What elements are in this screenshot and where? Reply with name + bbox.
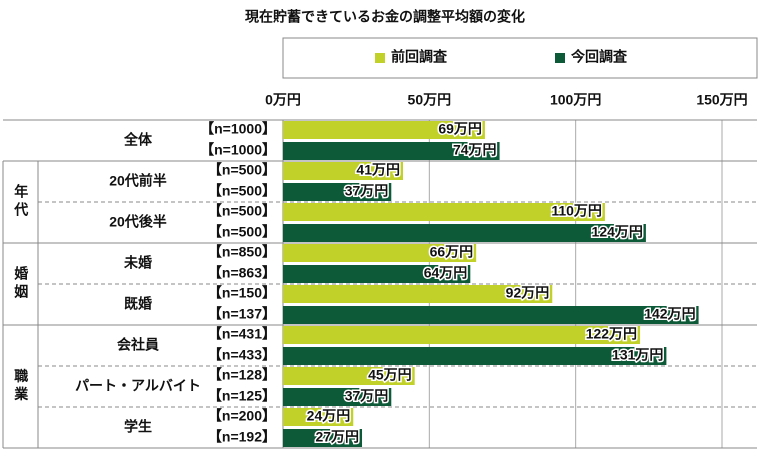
category-label: 20代後半	[109, 214, 167, 230]
sample-label: 【n=1000】	[200, 121, 276, 137]
x-tick-label: 50万円	[408, 92, 452, 108]
category-label: 会社員	[117, 337, 159, 353]
legend-label: 前回調査	[391, 49, 448, 65]
sample-label: 【n=150】	[208, 285, 276, 301]
value-label: 122万円	[586, 326, 637, 342]
legend-label: 今回調査	[570, 49, 628, 65]
bar	[283, 306, 699, 324]
bar	[283, 162, 403, 180]
bar	[283, 265, 471, 283]
bar	[283, 326, 641, 344]
sample-label: 【n=500】	[208, 183, 276, 199]
value-label: 69万円	[438, 121, 482, 137]
sample-label: 【n=500】	[208, 224, 276, 240]
category-label: 20代前半	[109, 173, 167, 189]
sample-label: 【n=433】	[208, 347, 276, 363]
value-label: 66万円	[430, 244, 474, 260]
bar	[283, 203, 605, 221]
value-label: 92万円	[506, 285, 550, 301]
bar	[283, 183, 392, 201]
value-label: 110万円	[551, 203, 602, 219]
value-label: 64万円	[424, 265, 468, 281]
value-label: 24万円	[307, 408, 351, 424]
bar	[283, 142, 500, 160]
category-label: 学生	[124, 419, 152, 435]
sample-label: 【n=192】	[208, 429, 276, 445]
bar	[283, 121, 485, 139]
x-tick-label: 0万円	[265, 92, 301, 108]
sample-label: 【n=500】	[208, 162, 276, 178]
x-tick-label: 100万円	[550, 92, 601, 108]
category-label: 既婚	[124, 296, 152, 312]
category-label: パート・アルバイト	[75, 378, 201, 394]
bar	[283, 285, 553, 303]
group-label: 職業	[13, 368, 29, 405]
x-tick-label: 150万円	[696, 92, 747, 108]
value-label: 37万円	[345, 388, 389, 404]
sample-label: 【n=137】	[208, 306, 276, 322]
sample-label: 【n=125】	[208, 388, 276, 404]
bar	[283, 347, 667, 365]
sample-label: 【n=863】	[208, 265, 276, 281]
bar	[283, 388, 392, 406]
value-label: 124万円	[592, 224, 643, 240]
chart-title: 現在貯蓄できているお金の調整平均額の変化	[245, 9, 525, 25]
sample-label: 【n=200】	[208, 408, 276, 424]
bar	[283, 429, 363, 447]
value-label: 131万円	[612, 347, 663, 363]
legend-swatch	[375, 53, 385, 63]
sample-label: 【n=431】	[208, 326, 276, 342]
category-label: 全体	[123, 132, 153, 148]
sample-label: 【n=1000】	[200, 142, 276, 158]
bar	[283, 408, 354, 426]
group-label: 年代	[13, 183, 29, 220]
value-label: 37万円	[345, 183, 389, 199]
bar	[283, 224, 646, 242]
bar	[283, 244, 477, 262]
bar	[283, 367, 415, 385]
sample-label: 【n=850】	[208, 244, 276, 260]
group-label: 婚姻	[13, 265, 29, 302]
value-label: 27万円	[315, 429, 359, 445]
legend-box	[282, 37, 758, 79]
value-label: 142万円	[644, 306, 695, 322]
legend-swatch	[555, 53, 565, 63]
category-label: 未婚	[124, 255, 152, 271]
value-label: 45万円	[368, 367, 412, 383]
sample-label: 【n=128】	[208, 367, 276, 383]
sample-label: 【n=500】	[208, 203, 276, 219]
value-label: 41万円	[356, 162, 400, 178]
value-label: 74万円	[453, 142, 497, 158]
